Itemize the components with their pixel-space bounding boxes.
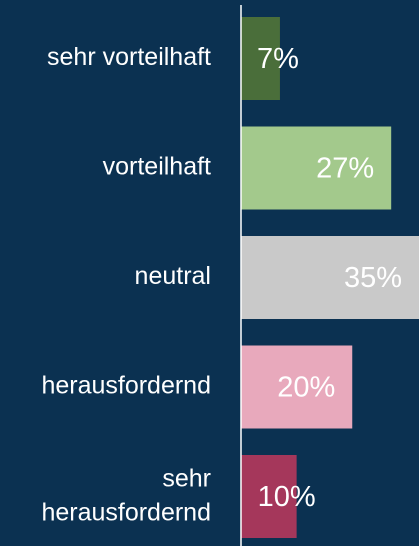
bar xyxy=(241,345,353,429)
bar xyxy=(241,455,297,538)
category-label: herausfordernd xyxy=(41,372,211,400)
bar xyxy=(241,236,419,319)
value-label: 20% xyxy=(277,372,335,404)
value-label: 27% xyxy=(316,153,374,185)
value-label: 7% xyxy=(257,43,299,75)
bars xyxy=(241,17,419,538)
category-label: sehr herausfordernd xyxy=(41,464,211,526)
category-label: neutral xyxy=(135,262,211,290)
value-label: 10% xyxy=(258,481,316,513)
bar xyxy=(241,126,392,210)
bar xyxy=(241,17,280,100)
category-label: sehr vorteilhaft xyxy=(47,43,211,71)
value-label: 35% xyxy=(344,262,402,294)
category-label: vorteilhaft xyxy=(103,153,211,181)
